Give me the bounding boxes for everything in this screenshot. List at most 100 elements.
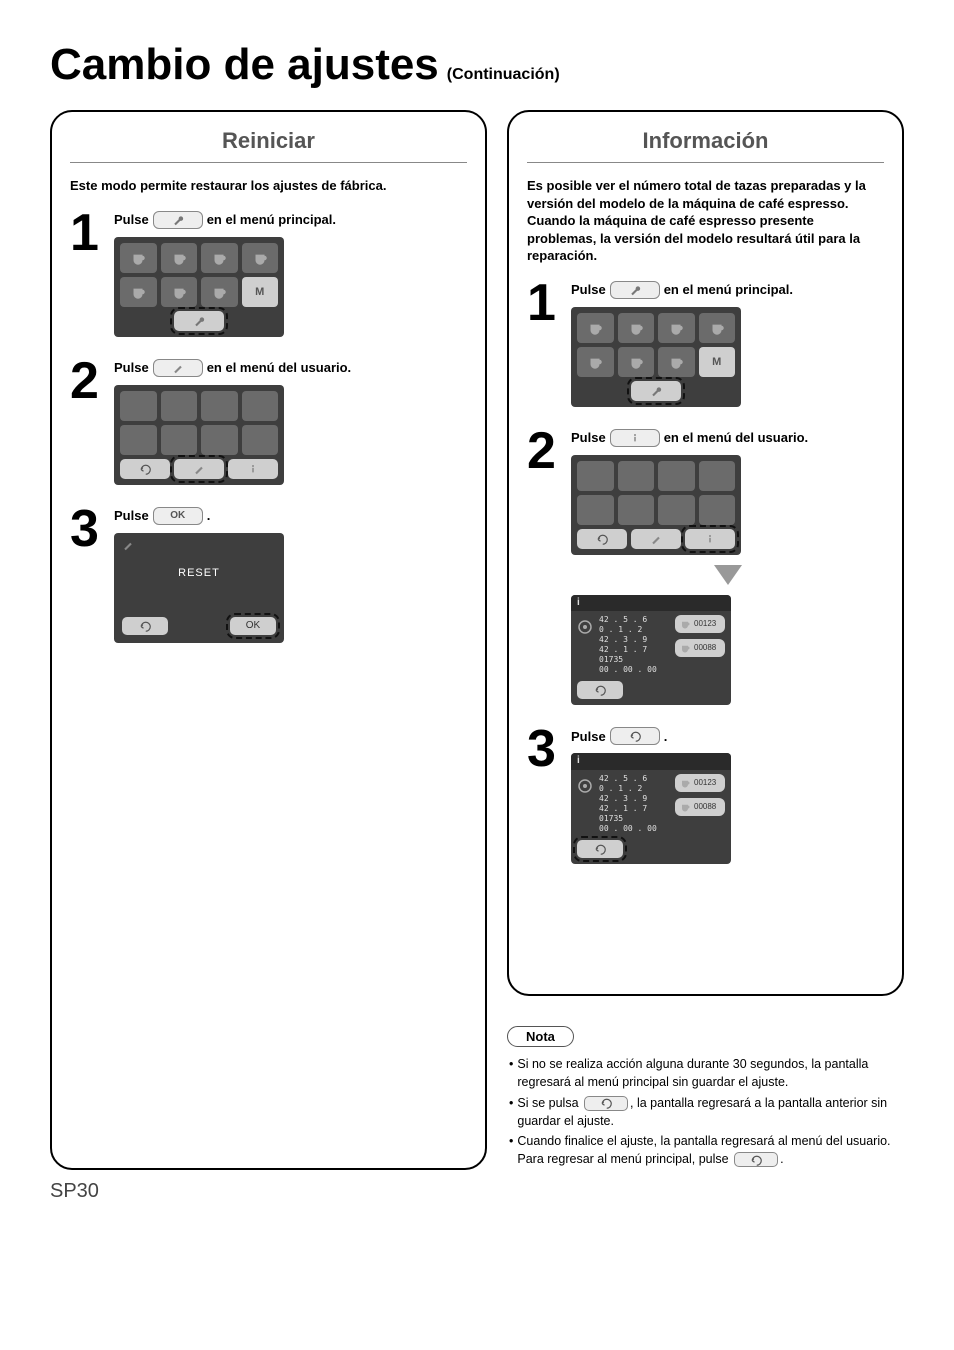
gauge-icon: [577, 774, 593, 814]
info-lines: 42 . 5 . 6 0 . 1 . 2 42 . 3 . 9 42 . 1 .…: [599, 774, 669, 834]
back-pill[interactable]: [120, 459, 170, 479]
step-text: .: [207, 508, 211, 523]
menu-cell: [201, 425, 238, 455]
menu-cell: [120, 243, 157, 273]
step-text: Pulse: [114, 508, 149, 523]
intro-right: Es posible ver el número total de tazas …: [527, 177, 884, 265]
main-menu-screen: M: [571, 307, 741, 407]
menu-cell: [161, 391, 198, 421]
menu-cell: [577, 461, 614, 491]
menu-cell: [242, 243, 279, 273]
ok-button[interactable]: OK: [153, 507, 203, 525]
back-pill[interactable]: [577, 529, 627, 549]
count-badge-2: 00088: [675, 798, 725, 816]
step-1: 1 Pulse en el menú principal.: [70, 211, 467, 337]
step-1: 1 Pulse en el menú principal.: [527, 281, 884, 407]
panel-informacion: Información Es posible ver el número tot…: [507, 110, 904, 996]
step-3: 3 Pulse . i 42 . 5 . 6 0 . 1 . 2: [527, 727, 884, 864]
menu-cell: [618, 495, 655, 525]
page-footer: SP30: [50, 1180, 904, 1203]
menu-cell: [658, 347, 695, 377]
pencil-button[interactable]: [153, 359, 203, 377]
step-text: Pulse: [114, 360, 149, 375]
step-text: Pulse: [571, 430, 606, 445]
info-screen: i 42 . 5 . 6 0 . 1 . 2 42 . 3 . 9 42 . 1…: [571, 595, 731, 706]
wrench-button[interactable]: [610, 281, 660, 299]
pencil-pill[interactable]: [631, 529, 681, 549]
step-2: 2 Pulse en el menú del usuario.: [70, 359, 467, 485]
back-pill[interactable]: [577, 681, 623, 699]
menu-cell: [161, 243, 198, 273]
step-text: en el menú del usuario.: [664, 430, 808, 445]
note-label: Nota: [507, 1026, 574, 1047]
step-2: 2 Pulse en el menú del usuario.: [527, 429, 884, 706]
back-pill-highlighted[interactable]: [577, 840, 623, 858]
panel-title-left: Reiniciar: [70, 128, 467, 154]
divider: [70, 162, 467, 163]
user-menu-screen: [114, 385, 284, 485]
menu-cell: [201, 391, 238, 421]
wrench-button[interactable]: [153, 211, 203, 229]
arrow-down-icon: [714, 565, 742, 585]
menu-cell: [120, 277, 157, 307]
ok-pill-highlighted[interactable]: OK: [230, 617, 276, 635]
wrench-pill-highlighted[interactable]: [631, 381, 681, 401]
menu-cell: [161, 277, 198, 307]
menu-cell: [658, 461, 695, 491]
reset-screen: RESET OK: [114, 533, 284, 643]
info-pill[interactable]: [228, 459, 278, 479]
info-lines: 42 . 5 . 6 0 . 1 . 2 42 . 3 . 9 42 . 1 .…: [599, 615, 669, 675]
menu-cell: [242, 391, 279, 421]
page-subtitle: (Continuación): [447, 66, 560, 84]
menu-cell: [577, 495, 614, 525]
page-title: Cambio de ajustes: [50, 40, 439, 90]
step-number: 3: [70, 507, 104, 643]
menu-cell: [120, 425, 157, 455]
step-text: .: [664, 729, 668, 744]
panel-reiniciar: Reiniciar Este modo permite restaurar lo…: [50, 110, 487, 1170]
menu-cell-m: M: [699, 347, 736, 377]
menu-cell: [618, 461, 655, 491]
menu-cell: [658, 313, 695, 343]
menu-cell: [699, 495, 736, 525]
step-text: en el menú principal.: [664, 282, 793, 297]
pencil-pill-highlighted[interactable]: [174, 459, 224, 479]
menu-cell: [161, 425, 198, 455]
info-header: i: [571, 595, 731, 612]
menu-cell: [618, 347, 655, 377]
gauge-icon: [577, 615, 593, 655]
step-number: 3: [527, 727, 561, 864]
step-number: 1: [70, 211, 104, 337]
step-text: Pulse: [114, 212, 149, 227]
divider: [527, 162, 884, 163]
menu-cell: [658, 495, 695, 525]
info-button[interactable]: [610, 429, 660, 447]
back-button-inline[interactable]: [584, 1096, 628, 1111]
note-section: Nota •Si no se realiza acción alguna dur…: [507, 1026, 904, 1170]
menu-cell-m: M: [242, 277, 279, 307]
step-number: 2: [527, 429, 561, 706]
info-pill-highlighted[interactable]: [685, 529, 735, 549]
menu-cell: [242, 425, 279, 455]
step-text: en el menú principal.: [207, 212, 336, 227]
back-pill[interactable]: [122, 617, 168, 635]
intro-left: Este modo permite restaurar los ajustes …: [70, 177, 467, 195]
menu-cell: [201, 243, 238, 273]
menu-cell: [120, 391, 157, 421]
menu-cell: [618, 313, 655, 343]
back-button-inline[interactable]: [734, 1152, 778, 1167]
count-badge-1: 00123: [675, 774, 725, 792]
step-number: 2: [70, 359, 104, 485]
count-badge-2: 00088: [675, 639, 725, 657]
info-screen: i 42 . 5 . 6 0 . 1 . 2 42 . 3 . 9 42 . 1…: [571, 753, 731, 864]
menu-cell: [201, 277, 238, 307]
main-menu-screen: M: [114, 237, 284, 337]
user-menu-screen: [571, 455, 741, 555]
menu-cell: [699, 313, 736, 343]
step-text: Pulse: [571, 729, 606, 744]
wrench-pill-highlighted[interactable]: [174, 311, 224, 331]
back-button[interactable]: [610, 727, 660, 745]
note-item: • Si se pulsa , la pantalla regresará a …: [509, 1094, 904, 1130]
info-header: i: [571, 753, 731, 770]
reset-label: RESET: [122, 567, 276, 579]
